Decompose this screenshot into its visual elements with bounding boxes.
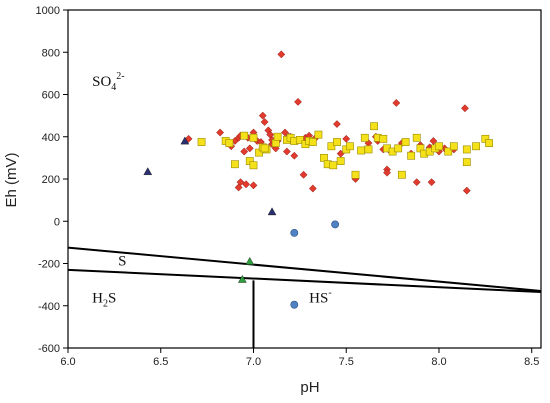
data-point-square [329,161,338,170]
data-point-square [462,145,471,154]
data-point-triangle [143,167,153,176]
data-point-square [379,134,388,143]
data-point-circle [290,228,299,237]
y-tick-label: -400 [38,301,60,313]
data-point-diamond [282,147,291,156]
data-point-diamond [249,181,258,190]
data-point-square [249,133,258,142]
data-point-square [401,138,410,146]
boundary-line [67,246,542,292]
y-tick-label: 200 [42,174,60,186]
data-point-diamond [383,168,391,177]
y-tick-label: 0 [54,216,60,228]
data-point-square [485,139,493,147]
plot-frame [67,9,542,349]
data-point-diamond [333,120,341,129]
data-point-diamond [216,128,225,137]
data-point-square [435,142,443,151]
region-label: H2S [92,291,116,310]
boundary-line [67,268,542,294]
y-tick-label: -600 [38,343,60,355]
data-point-diamond [412,178,421,187]
y-tick-label: 1000 [36,5,60,17]
data-point-square [314,130,323,139]
data-point-square [449,142,458,151]
data-point-diamond [236,178,245,187]
data-point-triangle [267,207,277,216]
x-tick-label: 8.5 [524,356,539,368]
y-axis-label: Eh (mV) [3,152,20,207]
x-tick-label: 7.0 [246,356,261,368]
y-tick-label: 400 [42,132,60,144]
data-point-diamond [462,186,471,195]
data-point-square [327,142,336,151]
y-tick-label: -200 [38,259,60,271]
data-point-square [273,132,282,141]
data-point-diamond [308,184,317,193]
data-point-diamond [290,151,299,160]
data-point-diamond [460,104,469,113]
data-point-square [444,147,453,156]
data-point-square [333,138,341,146]
data-point-square [308,138,317,146]
x-tick-label: 7.5 [339,356,354,368]
data-point-square [231,160,239,169]
data-point-square [240,131,249,140]
data-point-square [364,145,373,154]
x-tick-label: 6.5 [153,356,168,368]
data-point-triangle [238,274,247,283]
data-point-square [397,170,406,179]
x-tick-label: 6.0 [60,356,75,368]
data-point-diamond [299,170,308,179]
data-point-triangle [180,136,190,145]
data-point-diamond [427,178,436,187]
data-point-diamond [294,97,302,106]
data-point-diamond [277,50,286,59]
data-point-square [260,144,269,153]
data-point-diamond [392,98,401,107]
data-point-square [360,133,369,142]
data-point-square [346,142,354,151]
data-point-square [336,157,345,165]
data-point-circle [331,220,340,229]
data-point-diamond [242,180,251,189]
data-point-square [295,136,304,144]
region-label: S [118,254,126,270]
data-point-square [394,144,403,153]
data-point-diamond [342,134,351,143]
data-point-square [472,142,480,151]
data-point-square [225,139,234,147]
data-point-diamond [258,111,267,120]
data-point-triangle [245,256,255,265]
data-point-diamond [245,144,254,153]
data-point-square [357,146,365,155]
data-point-square [370,122,378,131]
data-point-diamond [240,147,249,156]
region-label: HS- [309,288,332,307]
data-point-square [412,133,421,142]
data-point-square [351,170,360,179]
region-label: SO42- [92,71,125,93]
y-tick-label: 800 [42,47,60,59]
data-point-square [462,158,471,166]
data-point-square [407,151,416,160]
x-tick-label: 8.0 [431,356,446,368]
data-point-circle [290,300,299,309]
data-point-diamond [260,118,269,126]
x-axis-label: pH [300,379,319,396]
y-tick-label: 600 [42,90,60,102]
data-point-square [249,161,258,170]
data-point-square [197,138,206,146]
